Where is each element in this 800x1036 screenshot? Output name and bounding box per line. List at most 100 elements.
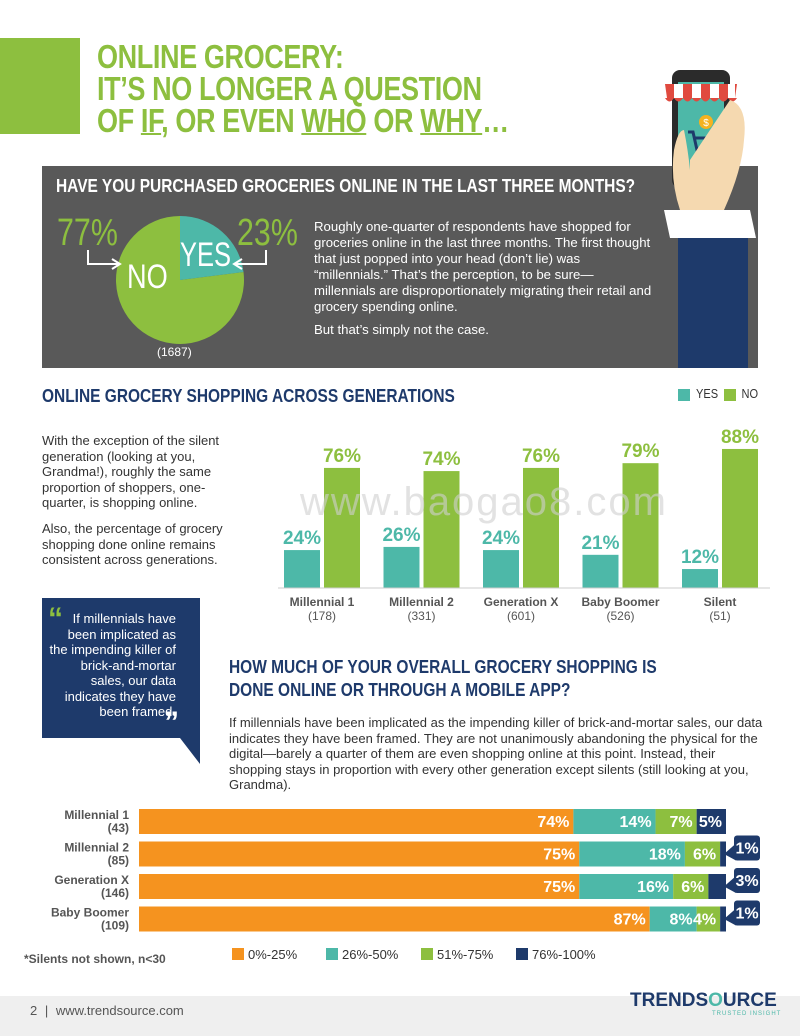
bar-yes-millennial-2 <box>383 546 420 588</box>
share-segment-label: 3% <box>735 873 758 890</box>
pie-sample-size: (1687) <box>157 345 192 359</box>
generations-paragraph-1: With the exception of the silent generat… <box>42 433 220 510</box>
share-segment-label: 75% <box>543 879 575 896</box>
category-sample-size: (601) <box>507 609 535 623</box>
bar-yes-generation-x <box>483 550 519 588</box>
share-segment-label: 4% <box>693 912 716 929</box>
share-segment-label: 1% <box>735 906 758 923</box>
purchase-pie-chart <box>116 216 244 344</box>
bar-yes-silent <box>682 569 718 588</box>
pie-slice-yes <box>180 216 244 280</box>
share-category-sample-size: (146) <box>101 886 129 900</box>
bar-label-yes-generation-x: 24% <box>482 528 520 549</box>
bar-label-no-silent: 88% <box>721 427 759 448</box>
pie-no-label: NO <box>127 258 168 296</box>
share-category-label: Generation X <box>54 873 129 887</box>
footer-page-info: 2 | www.trendsource.com <box>30 1003 184 1018</box>
share-segment-label: 6% <box>693 847 716 864</box>
page-footer <box>0 996 800 1036</box>
watermark-text: www.baogao8.com <box>300 480 668 524</box>
bar-label-no-millennial-2: 74% <box>422 449 460 470</box>
share-legend-label-2: 51%-75% <box>437 947 494 962</box>
footer-url[interactable]: www.trendsource.com <box>55 1003 184 1018</box>
svg-text:$: $ <box>703 118 709 129</box>
category-label: Generation X <box>484 595 559 609</box>
share-legend-label-3: 76%-100% <box>532 947 596 962</box>
bar-no-millennial-2 <box>423 471 460 588</box>
share-section-title-line-2: DONE ONLINE OR THROUGH A MOBILE APP? <box>229 680 571 700</box>
brand-logo-o: O <box>708 990 723 1011</box>
bar-label-no-baby-boomer: 79% <box>621 441 659 462</box>
share-bar-76%-100%-generation-x <box>708 874 726 899</box>
share-segment-label: 8% <box>670 912 693 929</box>
share-category-label: Baby Boomer <box>51 906 129 920</box>
purchase-paragraph-2: But that’s simply not the case. <box>314 322 489 337</box>
bar-no-baby-boomer <box>622 463 659 588</box>
category-label: Millennial 1 <box>290 595 355 609</box>
quote-panel <box>42 598 200 738</box>
share-legend-swatch-1 <box>326 948 338 960</box>
share-bar-26%-50%-millennial-1 <box>573 809 656 834</box>
legend-yes-label: YES <box>695 386 719 401</box>
share-legend-swatch-2 <box>421 948 433 960</box>
bar-label-yes-millennial-2: 26% <box>382 525 420 546</box>
share-legend-label-1: 26%-50% <box>342 947 399 962</box>
bar-yes-millennial-1 <box>284 550 320 588</box>
page-title-line-2: IT’S NO LONGER A QUESTION <box>97 70 482 107</box>
share-callout-pointer <box>724 843 736 861</box>
category-sample-size: (51) <box>709 609 730 623</box>
share-category-label: Millennial 1 <box>64 808 129 822</box>
share-category-label: Millennial 2 <box>64 841 129 855</box>
share-category-sample-size: (85) <box>108 854 129 868</box>
quote-open-mark: “ <box>48 602 63 635</box>
share-bar-0%-25%-millennial-2 <box>139 841 580 867</box>
share-footnote: *Silents not shown, n<30 <box>24 952 166 966</box>
share-callout-pointer <box>724 876 736 893</box>
page-number: 2 <box>30 1003 38 1018</box>
bar-label-yes-millennial-1: 24% <box>283 528 321 549</box>
share-legend-swatch-0 <box>232 948 244 960</box>
bar-yes-baby-boomer <box>582 554 619 588</box>
pie-yes-percent: 23% <box>237 212 298 254</box>
share-segment-label: 87% <box>614 912 646 929</box>
share-callout-bubble <box>734 835 760 861</box>
bar-no-silent <box>722 448 758 588</box>
share-bar-76%-100%-millennial-2 <box>720 841 726 867</box>
phone-shopping-illustration: $ <box>664 70 756 368</box>
category-sample-size: (526) <box>606 609 634 623</box>
share-bar-51%-75%-generation-x <box>673 874 709 899</box>
share-bar-0%-25%-baby-boomer <box>139 906 650 932</box>
quote-text: If millennials have been implicated as t… <box>49 611 176 719</box>
generations-paragraph-2: Also, the percentage of grocery shopping… <box>42 521 223 567</box>
quote-close-mark: ” <box>164 706 179 739</box>
share-bar-76%-100%-millennial-1 <box>696 809 726 834</box>
share-segment-label: 75% <box>543 847 575 864</box>
share-bar-26%-50%-generation-x <box>579 874 674 899</box>
share-stacked-bar-chart: Millennial 1(43) 74% 14% 7% 5% Millennial 2(8… <box>51 808 760 962</box>
share-segment-label: 5% <box>699 814 722 831</box>
share-segment-label: 16% <box>637 879 669 896</box>
share-bar-76%-100%-baby-boomer <box>720 906 726 932</box>
bar-label-yes-baby-boomer: 21% <box>581 533 619 554</box>
category-label: Silent <box>704 595 737 609</box>
category-label: Baby Boomer <box>581 595 659 609</box>
share-bar-51%-75%-millennial-1 <box>655 809 697 834</box>
share-segment-label: 74% <box>537 814 569 831</box>
bar-label-no-generation-x: 76% <box>522 446 560 467</box>
share-category-sample-size: (43) <box>108 821 129 835</box>
footer-separator: | <box>44 1003 49 1018</box>
share-segment-label: 1% <box>735 841 758 858</box>
share-bar-0%-25%-millennial-1 <box>139 809 574 834</box>
share-category-sample-size: (109) <box>101 919 129 933</box>
page-title-line-1: ONLINE GROCERY: <box>97 38 344 75</box>
share-segment-label: 18% <box>649 847 681 864</box>
legend-no-swatch <box>724 389 736 401</box>
bar-label-yes-silent: 12% <box>681 547 719 568</box>
share-section-title-line-1: HOW MUCH OF YOUR OVERALL GROCERY SHOPPIN… <box>229 657 657 677</box>
share-callout-bubble <box>734 868 760 893</box>
share-bar-51%-75%-baby-boomer <box>696 906 721 932</box>
header-accent-block <box>0 38 80 134</box>
category-sample-size: (331) <box>407 609 435 623</box>
generations-section-title: ONLINE GROCERY SHOPPING ACROSS GENERATIO… <box>42 386 455 406</box>
share-legend-swatch-3 <box>516 948 528 960</box>
